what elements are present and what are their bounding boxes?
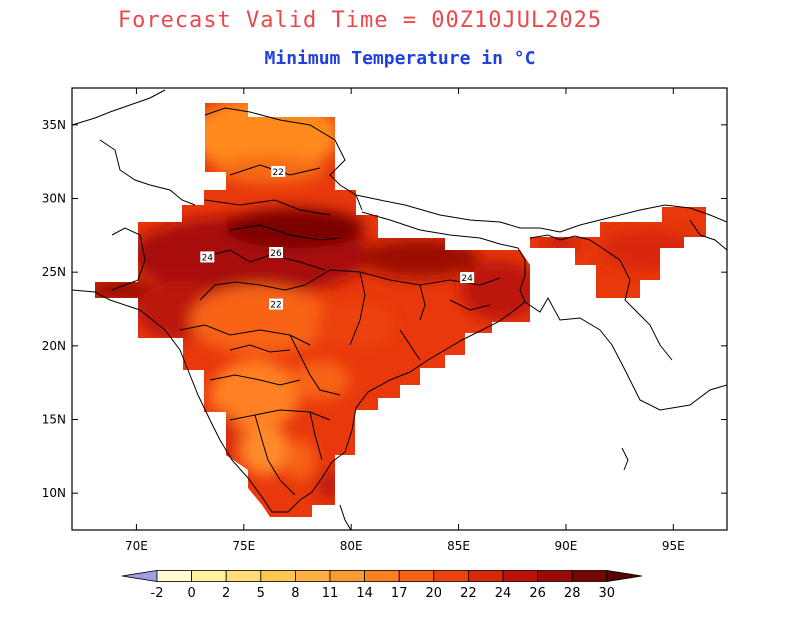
colorbar-label: 2	[222, 586, 230, 601]
x-tick-label: 70E	[125, 539, 148, 553]
y-tick-label: 30N	[42, 192, 66, 206]
colorbar-segment	[467, 570, 504, 582]
colorbar-label: 30	[599, 586, 616, 601]
contour-label-box	[269, 247, 284, 259]
y-tick-label: 20N	[42, 339, 66, 353]
boundaries	[72, 89, 727, 530]
colorbar-min-arrow	[121, 570, 158, 582]
colorbar-label: 8	[291, 586, 299, 601]
colorbar-label: 5	[257, 586, 265, 601]
colorbar-segment	[156, 570, 192, 582]
colorbar-segment	[329, 570, 365, 582]
colorbar-label: 22	[460, 586, 477, 601]
colorbar-label: 0	[187, 586, 195, 601]
y-tick-label: 25N	[42, 265, 66, 279]
colorbar-segment	[398, 570, 435, 582]
axis-ticks: 70E 75E 80E 85E 90E 95E 35N 30N 25N 20N 15N 10N	[42, 88, 727, 553]
contour-label: 24	[202, 253, 214, 263]
colorbar-label: 11	[322, 586, 339, 601]
x-tick-label: 80E	[340, 539, 363, 553]
colorbar-segment	[191, 570, 227, 582]
colorbar-segment	[433, 570, 469, 582]
y-tick-label: 15N	[42, 413, 66, 427]
contour-label-box	[460, 272, 475, 284]
map-frame	[71, 87, 728, 531]
colorbar-segment	[571, 570, 608, 582]
colorbar-segment	[260, 570, 296, 582]
contour-label-box	[200, 251, 215, 263]
colorbar-label: 28	[564, 586, 581, 601]
x-tick-label: 95E	[662, 539, 685, 553]
colorbar-max-arrow	[606, 570, 642, 582]
contour-label-box	[269, 298, 284, 310]
x-tick-label: 90E	[555, 539, 578, 553]
colorbar-segment	[537, 570, 573, 582]
x-tick-label: 75E	[232, 539, 255, 553]
colorbar-label: -2	[151, 586, 164, 601]
x-tick-label: 85E	[447, 539, 470, 553]
contour-label-box	[271, 165, 286, 177]
contour-label: 22	[270, 301, 281, 311]
colorbar-label: 17	[391, 586, 408, 601]
colorbar: -2 0 2 5 8 11 14 17 20 22 24 26 28 30	[121, 570, 642, 601]
contour-label: 26	[270, 249, 282, 259]
contour-label: 22	[272, 168, 283, 178]
contour-label: 24	[461, 274, 473, 284]
colorbar-segment	[364, 570, 400, 582]
forecast-title: Forecast Valid Time = 00Z10JUL2025	[117, 8, 603, 33]
temperature-field	[95, 103, 706, 517]
colorbar-segment	[502, 570, 538, 582]
colorbar-label: 14	[356, 586, 373, 601]
contour-labels: 22 24 26 22 24	[200, 165, 475, 311]
colorbar-segment	[294, 570, 331, 582]
colorbar-segment	[225, 570, 262, 582]
colorbar-label: 24	[495, 586, 512, 601]
colorbar-label: 26	[529, 586, 546, 601]
y-tick-label: 10N	[42, 486, 66, 500]
map-subtitle: Minimum Temperature in °C	[264, 48, 536, 69]
colorbar-label: 20	[426, 586, 443, 601]
y-tick-label: 35N	[42, 118, 66, 132]
